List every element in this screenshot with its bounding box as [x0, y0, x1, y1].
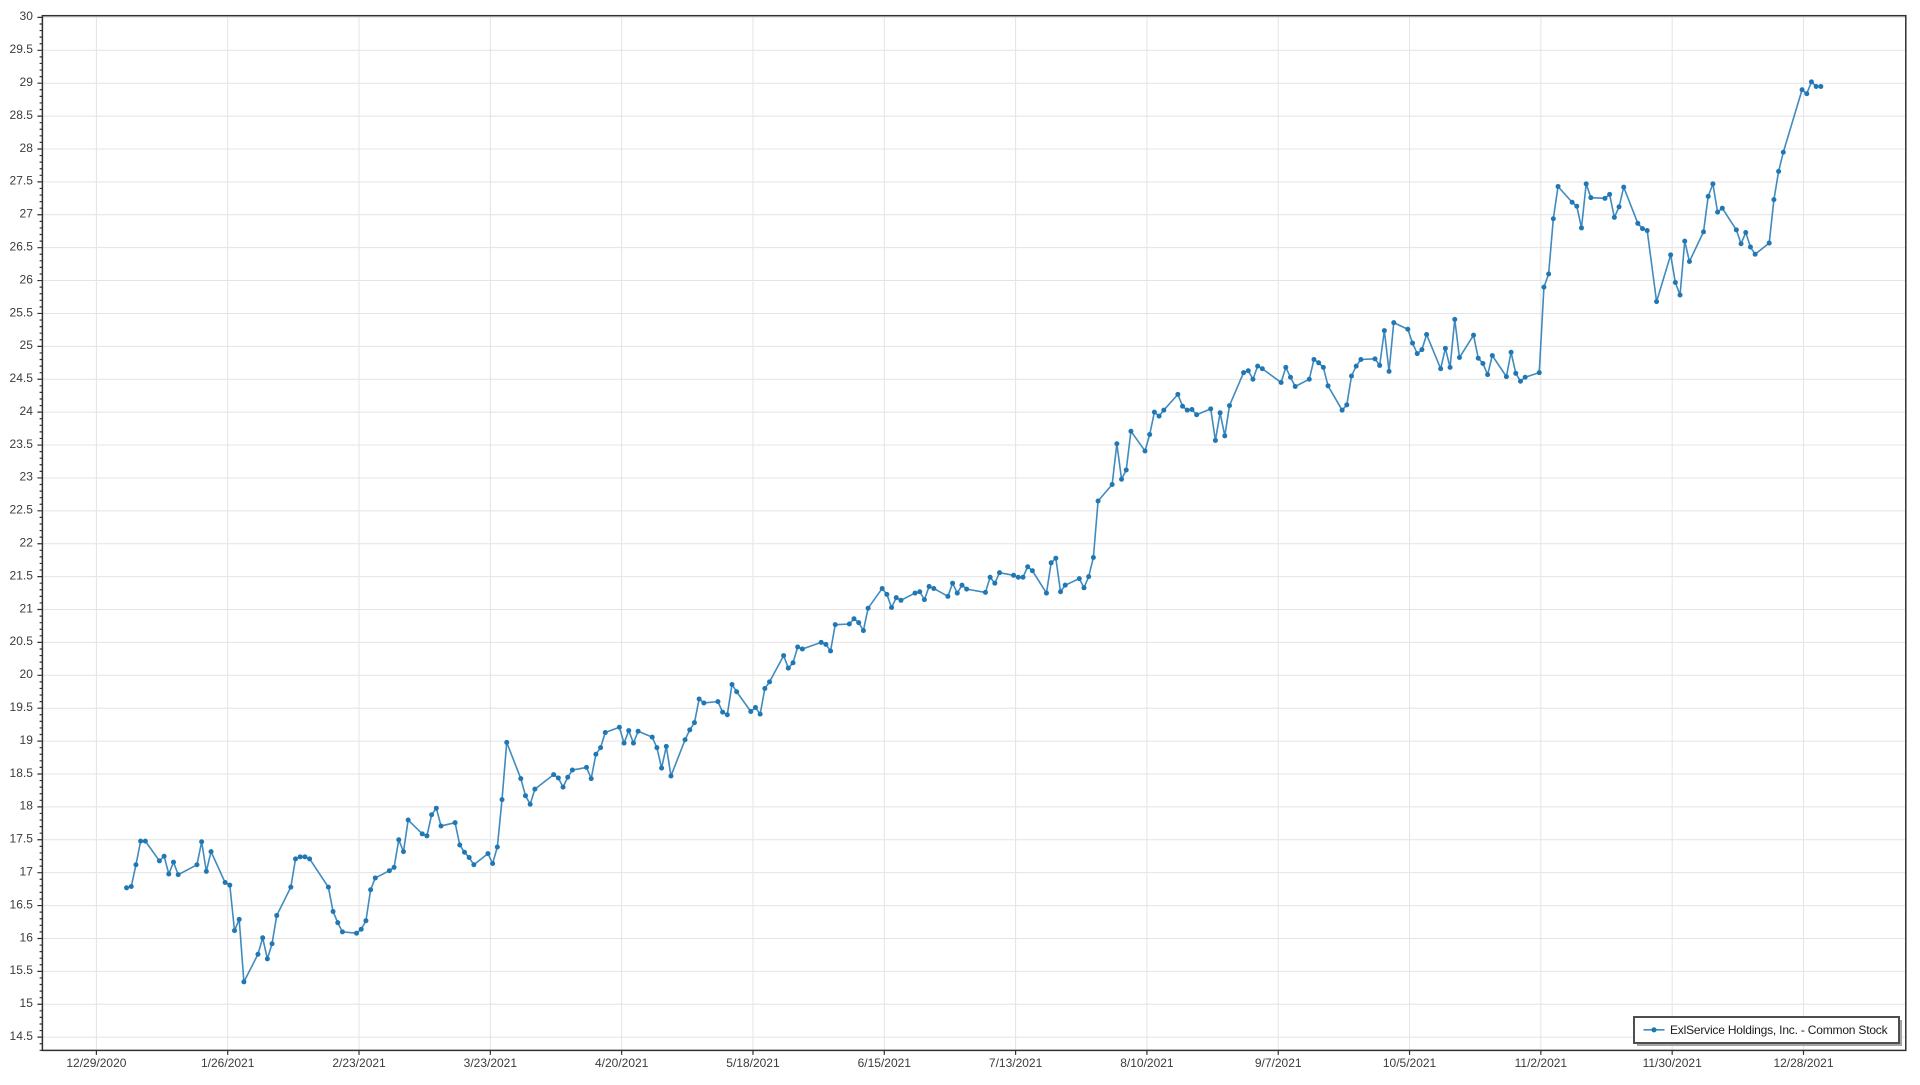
svg-text:12/29/2020: 12/29/2020: [66, 1056, 126, 1070]
svg-text:11/2/2021: 11/2/2021: [1515, 1056, 1568, 1070]
svg-text:22.5: 22.5: [10, 503, 34, 517]
svg-text:6/15/2021: 6/15/2021: [858, 1056, 912, 1070]
svg-text:24: 24: [20, 404, 34, 418]
svg-text:2/23/2021: 2/23/2021: [332, 1056, 386, 1070]
svg-text:ExlService Holdings, Inc. - Co: ExlService Holdings, Inc. - Common Stock: [1670, 1023, 1889, 1037]
svg-text:26.5: 26.5: [10, 239, 34, 253]
svg-text:23.5: 23.5: [10, 437, 34, 451]
svg-text:17: 17: [20, 864, 34, 878]
svg-text:18.5: 18.5: [10, 766, 34, 780]
svg-text:23: 23: [20, 470, 34, 484]
svg-text:5/18/2021: 5/18/2021: [726, 1056, 780, 1070]
svg-text:19: 19: [20, 733, 34, 747]
svg-text:26: 26: [20, 272, 34, 286]
svg-text:7/13/2021: 7/13/2021: [989, 1056, 1043, 1070]
svg-text:3/23/2021: 3/23/2021: [464, 1056, 518, 1070]
svg-text:15: 15: [20, 996, 34, 1010]
svg-text:25.5: 25.5: [10, 305, 34, 319]
svg-text:15.5: 15.5: [10, 963, 34, 977]
svg-text:25: 25: [20, 338, 34, 352]
svg-text:1/26/2021: 1/26/2021: [201, 1056, 255, 1070]
svg-text:22: 22: [20, 536, 34, 550]
svg-text:21.5: 21.5: [10, 568, 34, 582]
svg-text:9/7/2021: 9/7/2021: [1255, 1056, 1302, 1070]
svg-text:10/5/2021: 10/5/2021: [1383, 1056, 1437, 1070]
svg-text:27.5: 27.5: [10, 174, 34, 188]
svg-text:29: 29: [20, 75, 34, 89]
svg-text:28.5: 28.5: [10, 108, 34, 122]
svg-text:24.5: 24.5: [10, 371, 34, 385]
svg-text:27: 27: [20, 207, 34, 221]
svg-text:20: 20: [20, 667, 34, 681]
svg-text:12/28/2021: 12/28/2021: [1773, 1056, 1833, 1070]
svg-text:20.5: 20.5: [10, 634, 34, 648]
svg-text:19.5: 19.5: [10, 700, 34, 714]
svg-text:8/10/2021: 8/10/2021: [1120, 1056, 1174, 1070]
svg-text:14.5: 14.5: [10, 1029, 34, 1043]
svg-text:16: 16: [20, 930, 34, 944]
svg-text:17.5: 17.5: [10, 832, 34, 846]
svg-text:18: 18: [20, 799, 34, 813]
svg-text:4/20/2021: 4/20/2021: [595, 1056, 649, 1070]
svg-text:11/30/2021: 11/30/2021: [1643, 1056, 1702, 1070]
svg-text:30: 30: [20, 9, 34, 23]
svg-text:16.5: 16.5: [10, 897, 34, 911]
svg-text:28: 28: [20, 141, 34, 155]
svg-text:21: 21: [20, 601, 34, 615]
svg-text:29.5: 29.5: [10, 42, 34, 56]
